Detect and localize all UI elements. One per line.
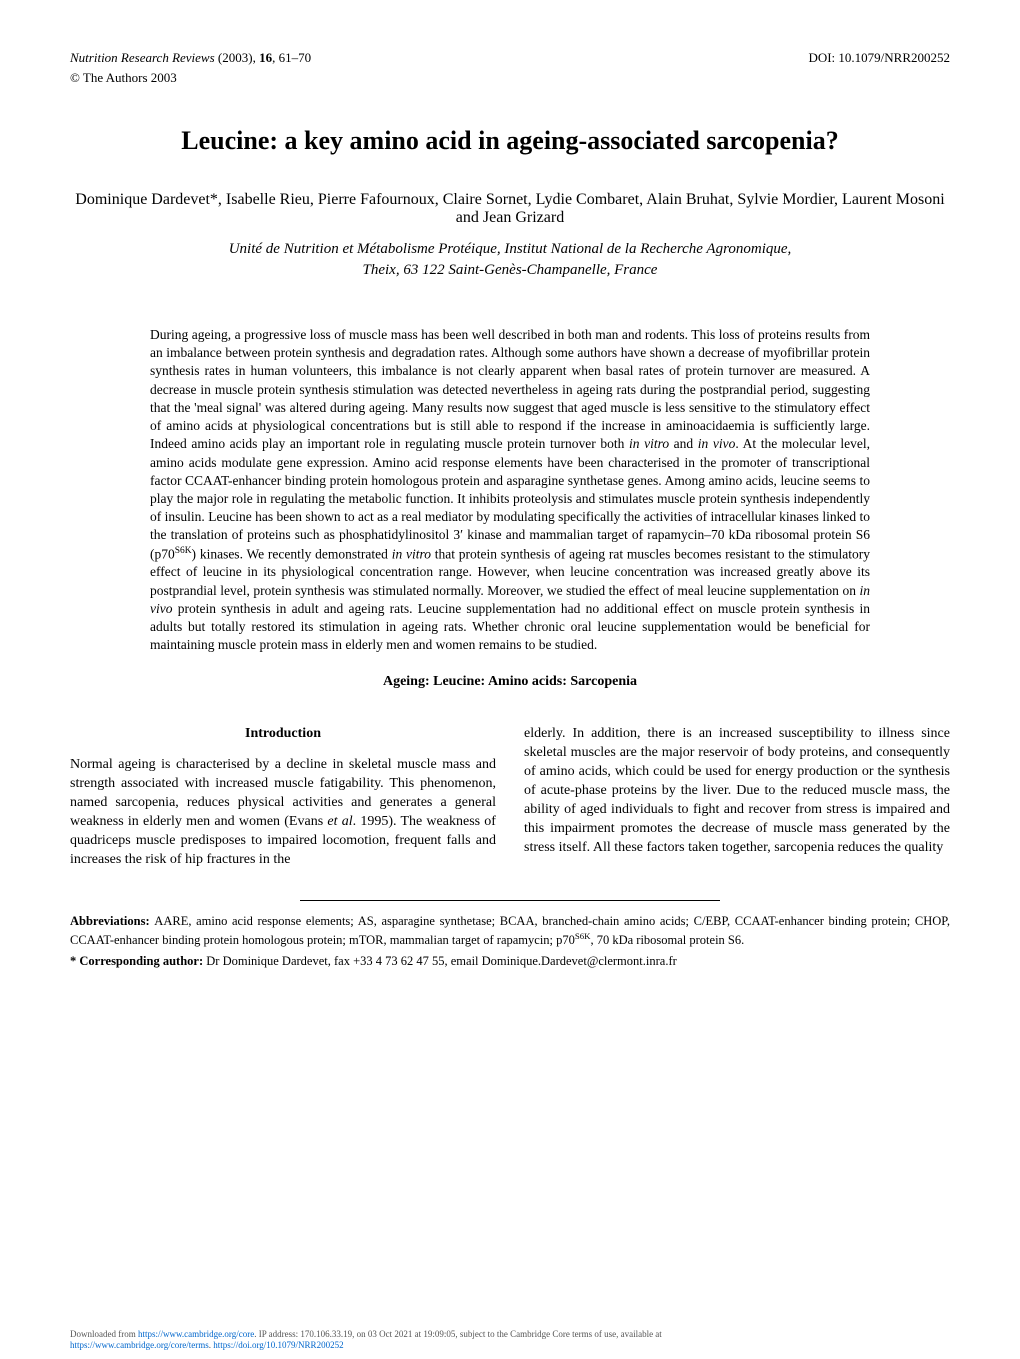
left-column: Introduction Normal ageing is characteri… [70, 725, 496, 869]
footnotes: Abbreviations: AARE, amino acid response… [70, 913, 950, 971]
abbrev-text-2: , 70 kDa ribosomal protein S6. [590, 933, 744, 947]
download-link-1[interactable]: https://www.cambridge.org/core [138, 1329, 254, 1339]
introduction-heading: Introduction [70, 725, 496, 744]
corr-text: Dr Dominique Dardevet, fax +33 4 73 62 4… [206, 954, 677, 968]
download-text-2: . IP address: 170.106.33.19, on 03 Oct 2… [254, 1329, 662, 1339]
download-notice: Downloaded from https://www.cambridge.or… [70, 1329, 662, 1351]
doi: DOI: 10.1079/NRR200252 [808, 50, 950, 66]
footnote-divider [300, 900, 720, 901]
abbreviations-footnote: Abbreviations: AARE, amino acid response… [70, 913, 950, 950]
authors: Dominique Dardevet*, Isabelle Rieu, Pier… [70, 191, 950, 227]
corr-label: * Corresponding author: [70, 954, 206, 968]
abbrev-sup: S6K [575, 931, 591, 941]
affiliation: Unité de Nutrition et Métabolisme Protéi… [70, 239, 950, 281]
keywords: Ageing: Leucine: Amino acids: Sarcopenia [70, 674, 950, 690]
affiliation-line1: Unité de Nutrition et Métabolisme Protéi… [229, 241, 792, 257]
copyright: © The Authors 2003 [70, 70, 950, 86]
journal-citation: Nutrition Research Reviews (2003), 16, 6… [70, 50, 311, 66]
abbrev-text-1: AARE, amino acid response elements; AS, … [70, 914, 950, 948]
download-link-2[interactable]: https://www.cambridge.org/core/terms [70, 1340, 209, 1350]
abstract: During ageing, a progressive loss of mus… [150, 326, 870, 654]
left-column-text: Normal ageing is characterised by a decl… [70, 757, 496, 866]
download-link-3[interactable]: https://doi.org/10.1079/NRR200252 [213, 1340, 343, 1350]
download-text-1: Downloaded from [70, 1329, 138, 1339]
right-column-text: elderly. In addition, there is an increa… [524, 726, 950, 854]
article-title: Leucine: a key amino acid in ageing-asso… [70, 126, 950, 156]
abbrev-label: Abbreviations: [70, 914, 154, 928]
right-column: elderly. In addition, there is an increa… [524, 725, 950, 869]
body-columns: Introduction Normal ageing is characteri… [70, 725, 950, 869]
corresponding-author-footnote: * Corresponding author: Dr Dominique Dar… [70, 953, 950, 971]
affiliation-line2: Theix, 63 122 Saint-Genès-Champanelle, F… [363, 262, 658, 278]
header-row: Nutrition Research Reviews (2003), 16, 6… [70, 50, 950, 66]
